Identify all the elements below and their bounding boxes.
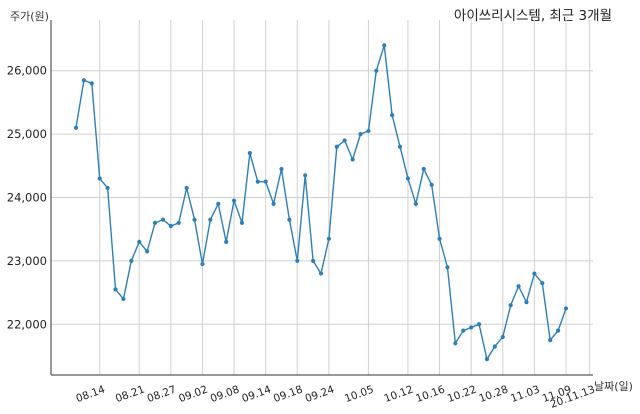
y-tick-label: 24,000 <box>7 191 47 205</box>
data-point <box>405 176 411 181</box>
data-point <box>176 220 181 225</box>
data-point <box>524 299 529 305</box>
data-point <box>184 185 189 191</box>
series-line <box>75 45 567 361</box>
data-point <box>366 128 371 134</box>
y-tick-label: 22,000 <box>7 317 47 331</box>
y-axis-label: 주가(원) <box>10 10 49 23</box>
data-point <box>382 43 387 48</box>
data-point <box>540 280 545 286</box>
data-point <box>461 328 466 333</box>
axes <box>50 20 593 376</box>
x-tick-label: 08.21 <box>114 384 146 406</box>
x-tick-label: 10.22 <box>446 384 478 406</box>
data-point <box>279 166 284 172</box>
data-point <box>247 151 252 156</box>
x-tick-label: 11.03 <box>509 384 541 406</box>
x-tick-label: 08.27 <box>146 384 178 406</box>
series-group <box>73 43 569 362</box>
data-point <box>484 357 490 362</box>
data-point <box>397 144 403 149</box>
data-point <box>413 201 418 206</box>
x-tick-label: 08.14 <box>74 383 107 405</box>
data-point <box>73 125 79 130</box>
data-point <box>303 173 308 178</box>
grid-lines <box>51 20 593 375</box>
data-point <box>216 201 221 206</box>
data-point <box>160 217 166 222</box>
x-tick-label: 10.28 <box>477 384 509 406</box>
data-point <box>97 176 102 181</box>
data-point <box>358 132 363 137</box>
data-point <box>516 284 521 289</box>
x-tick-label: 10.12 <box>383 384 415 406</box>
data-point <box>555 328 561 333</box>
x-tick-label: 10.05 <box>343 384 375 406</box>
y-tick-label: 26,000 <box>7 64 47 78</box>
data-point <box>548 338 553 343</box>
data-point <box>192 217 197 222</box>
data-point <box>208 217 213 222</box>
data-point <box>318 271 324 276</box>
data-point <box>137 239 142 244</box>
data-point <box>295 258 300 263</box>
data-point <box>421 166 426 172</box>
data-point <box>563 306 569 311</box>
x-tick-label: 09.02 <box>177 384 209 406</box>
data-point <box>310 258 316 263</box>
data-point <box>239 220 245 225</box>
x-tick-label: 09.18 <box>272 384 304 406</box>
tick-labels: 22,000 23,000 24,000 25,000 26,000 08.14 08.21… <box>7 64 597 411</box>
data-point <box>532 271 537 276</box>
data-point <box>342 138 347 143</box>
data-point <box>453 341 458 346</box>
data-point <box>334 144 339 149</box>
data-point <box>437 236 442 241</box>
data-point <box>287 217 292 222</box>
data-point <box>121 296 126 302</box>
x-tick-label: 09.24 <box>304 383 337 405</box>
data-point <box>263 179 268 184</box>
data-point <box>129 258 134 263</box>
y-tick-label: 23,000 <box>7 254 47 268</box>
x-tick-label: 10.16 <box>414 383 447 405</box>
data-point <box>89 81 94 86</box>
data-point <box>81 78 87 83</box>
data-point <box>271 201 276 206</box>
data-point <box>445 265 450 270</box>
data-point <box>224 239 229 244</box>
data-point <box>476 322 482 327</box>
data-point <box>326 236 332 241</box>
x-tick-label: 09.14 <box>240 383 273 405</box>
data-point <box>168 223 173 229</box>
x-axis-label: 날짜(일) <box>594 380 633 393</box>
data-point <box>390 112 395 118</box>
data-point <box>255 179 260 184</box>
data-point <box>113 287 118 292</box>
data-point <box>429 182 434 187</box>
data-point <box>350 157 355 162</box>
data-point <box>492 344 497 349</box>
data-point <box>374 68 379 73</box>
data-point <box>469 325 474 330</box>
data-point <box>500 334 505 340</box>
data-point <box>145 249 150 254</box>
data-point <box>105 185 110 191</box>
data-point <box>152 220 158 225</box>
chart-title: 아이쓰리시스템, 최근 3개월 <box>453 8 612 24</box>
x-tick-label: 09.08 <box>209 384 241 406</box>
y-tick-label: 25,000 <box>7 127 47 141</box>
data-point <box>508 303 513 308</box>
data-point <box>200 261 205 267</box>
data-point <box>231 198 237 203</box>
